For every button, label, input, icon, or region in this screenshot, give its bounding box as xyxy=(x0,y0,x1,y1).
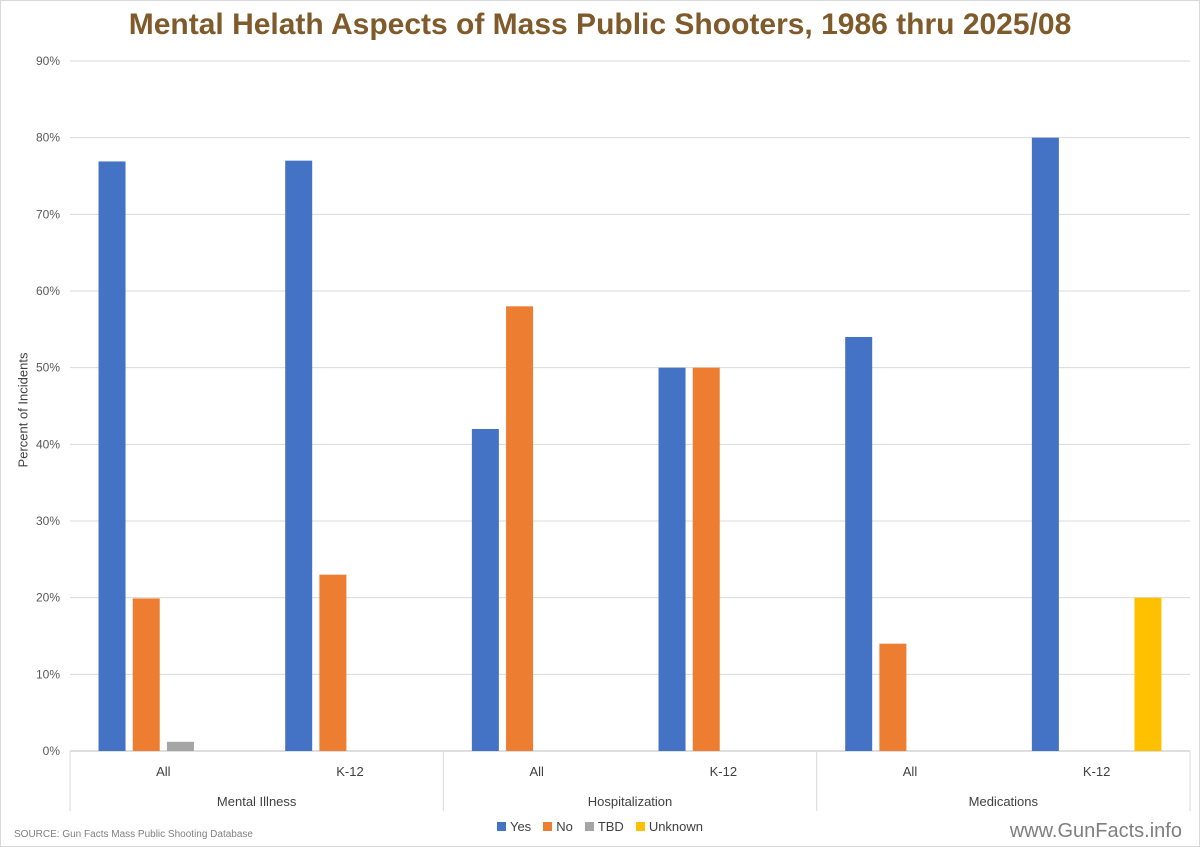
y-tick-label: 90% xyxy=(36,54,60,68)
legend-swatch xyxy=(543,822,553,831)
bar-no xyxy=(879,643,907,751)
legend-item: Yes xyxy=(496,819,532,834)
bar-no xyxy=(506,306,534,751)
y-tick-label: 80% xyxy=(36,131,60,145)
legend-label: Yes xyxy=(509,819,532,834)
bar-unknown xyxy=(1134,597,1162,751)
bar-yes xyxy=(845,337,873,751)
y-tick-label: 70% xyxy=(36,207,60,221)
bar-yes xyxy=(471,429,499,751)
y-tick-label: 40% xyxy=(36,437,60,451)
y-tick-label: 30% xyxy=(36,514,60,528)
legend-label: TBD xyxy=(597,819,624,834)
bar-yes xyxy=(658,367,686,751)
category-label: K-12 xyxy=(336,764,363,779)
bar-yes xyxy=(1031,137,1059,751)
legend: Yes No TBD Unknown xyxy=(0,819,1200,834)
legend-label: No xyxy=(556,819,573,834)
group-label: Mental Illness xyxy=(217,794,297,809)
y-tick-label: 10% xyxy=(36,667,60,681)
y-tick-label: 60% xyxy=(36,284,60,298)
legend-swatch xyxy=(635,822,645,831)
legend-swatch xyxy=(496,822,506,831)
legend-item: TBD xyxy=(584,819,624,834)
legend-item: Unknown xyxy=(635,819,704,834)
chart-title: Mental Helath Aspects of Mass Public Sho… xyxy=(128,8,1072,41)
category-label: All xyxy=(903,764,918,779)
watermark: www.GunFacts.info xyxy=(1009,820,1182,842)
source-note: SOURCE: Gun Facts Mass Public Shooting D… xyxy=(14,829,253,840)
y-tick-label: 0% xyxy=(43,744,61,758)
group-label: Medications xyxy=(969,794,1039,809)
y-tick-label: 20% xyxy=(36,591,60,605)
legend-label: Unknown xyxy=(648,819,704,834)
bar-no xyxy=(132,598,160,751)
category-label: K-12 xyxy=(710,764,737,779)
bar-tbd xyxy=(166,741,194,751)
group-label: Hospitalization xyxy=(588,794,673,809)
bar-yes xyxy=(285,160,313,751)
category-label: K-12 xyxy=(1083,764,1110,779)
legend-item: No xyxy=(543,819,573,834)
bar-no xyxy=(319,574,347,751)
legend-swatch xyxy=(584,822,594,831)
category-label: All xyxy=(529,764,544,779)
bar-yes xyxy=(98,161,126,751)
category-label: All xyxy=(156,764,171,779)
y-tick-label: 50% xyxy=(36,361,60,375)
bar-no xyxy=(692,367,720,751)
